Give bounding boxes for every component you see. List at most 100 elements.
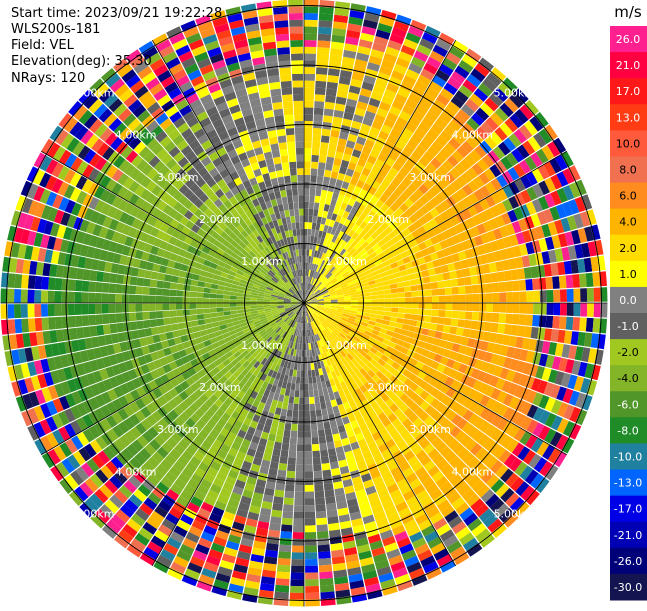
velocity-bin xyxy=(364,296,371,300)
velocity-bin xyxy=(320,149,328,157)
velocity-bin xyxy=(292,376,297,383)
velocity-bin xyxy=(304,33,317,40)
velocity-bin xyxy=(292,539,304,546)
velocity-bin xyxy=(61,291,68,303)
velocity-bin xyxy=(304,391,309,398)
velocity-bin xyxy=(149,287,156,295)
velocity-bin xyxy=(320,578,334,586)
velocity-bin xyxy=(384,294,391,299)
velocity-bin xyxy=(275,407,282,415)
velocity-bin xyxy=(210,313,217,318)
velocity-bin xyxy=(312,376,317,383)
velocity-bin xyxy=(338,301,345,303)
velocity-bin xyxy=(324,170,331,178)
velocity-bin xyxy=(392,298,399,303)
velocity-bin xyxy=(88,293,95,303)
velocity-bin xyxy=(62,279,70,291)
velocity-bin xyxy=(305,505,315,512)
velocity-bin xyxy=(452,311,459,319)
velocity-bin xyxy=(305,492,314,499)
velocity-bin xyxy=(144,328,152,337)
velocity-bin xyxy=(320,450,328,458)
velocity-bin xyxy=(299,391,304,398)
velocity-bin xyxy=(270,461,279,469)
velocity-bin xyxy=(108,304,115,313)
velocity-bin xyxy=(177,316,184,323)
velocity-bin xyxy=(513,303,520,313)
velocity-bin xyxy=(437,317,445,324)
velocity-bin xyxy=(472,303,479,311)
velocity-bin xyxy=(499,292,506,302)
velocity-bin xyxy=(318,210,324,217)
velocity-bin xyxy=(282,402,288,410)
velocity-bin xyxy=(320,402,326,410)
velocity-bin xyxy=(452,287,459,295)
velocity-bin xyxy=(217,290,224,295)
velocity-bin xyxy=(532,315,540,327)
velocity-bin xyxy=(305,431,312,438)
velocity-bin xyxy=(325,496,335,504)
velocity-bin xyxy=(281,409,287,417)
velocity-bin xyxy=(162,296,169,303)
velocity-bin xyxy=(573,289,580,302)
velocity-bin xyxy=(293,525,304,532)
velocity-bin xyxy=(156,311,163,319)
velocity-bin xyxy=(326,191,333,199)
velocity-bin xyxy=(289,396,295,403)
velocity-bin xyxy=(230,310,237,314)
velocity-bin xyxy=(317,524,328,532)
velocity-bin xyxy=(321,135,330,143)
velocity-bin xyxy=(163,289,170,296)
velocity-bin xyxy=(464,320,472,329)
velocity-bin xyxy=(312,223,317,230)
velocity-bin xyxy=(48,277,56,290)
velocity-bin xyxy=(75,280,83,291)
velocity-bin xyxy=(287,464,295,471)
velocity-bin xyxy=(304,397,309,404)
velocity-bin xyxy=(296,377,300,384)
velocity-bin xyxy=(197,314,204,320)
velocity-bin xyxy=(304,337,306,344)
velocity-bin xyxy=(183,315,190,322)
velocity-bin xyxy=(325,95,336,103)
velocity-bin xyxy=(315,491,325,498)
velocity-bin xyxy=(217,312,224,317)
velocity-bin xyxy=(297,363,301,370)
velocity-bin xyxy=(497,323,505,333)
velocity-bin xyxy=(485,283,492,292)
velocity-bin xyxy=(183,285,190,292)
velocity-bin xyxy=(351,297,358,300)
velocity-bin xyxy=(311,155,318,162)
velocity-bin xyxy=(144,270,152,279)
velocity-bin xyxy=(304,188,310,195)
velocity-bin xyxy=(465,285,472,293)
velocity-bin xyxy=(315,196,321,203)
velocity-bin xyxy=(269,523,281,531)
velocity-bin xyxy=(567,289,574,302)
velocity-bin xyxy=(485,313,492,322)
velocity-bin xyxy=(304,364,307,371)
velocity-bin xyxy=(539,278,547,290)
velocity-bin xyxy=(318,389,324,396)
velocity-bin xyxy=(492,283,499,293)
velocity-bin xyxy=(203,308,210,313)
velocity-bin xyxy=(216,294,223,299)
velocity-bin xyxy=(425,296,432,302)
velocity-bin xyxy=(457,319,465,327)
velocity-bin xyxy=(533,291,540,302)
velocity-bin xyxy=(505,281,513,291)
velocity-bin xyxy=(274,490,284,498)
velocity-bin xyxy=(305,498,315,505)
velocity-bin xyxy=(391,308,398,313)
velocity-bin xyxy=(204,318,211,324)
velocity-bin xyxy=(288,403,294,410)
velocity-bin xyxy=(304,215,308,222)
velocity-bin xyxy=(320,591,335,599)
velocity-bin xyxy=(305,532,316,539)
velocity-bin xyxy=(305,424,311,431)
velocity-bin xyxy=(297,438,304,445)
velocity-bin xyxy=(398,308,405,313)
velocity-bin xyxy=(304,182,310,189)
velocity-bin xyxy=(304,40,317,47)
velocity-bin xyxy=(391,293,398,298)
